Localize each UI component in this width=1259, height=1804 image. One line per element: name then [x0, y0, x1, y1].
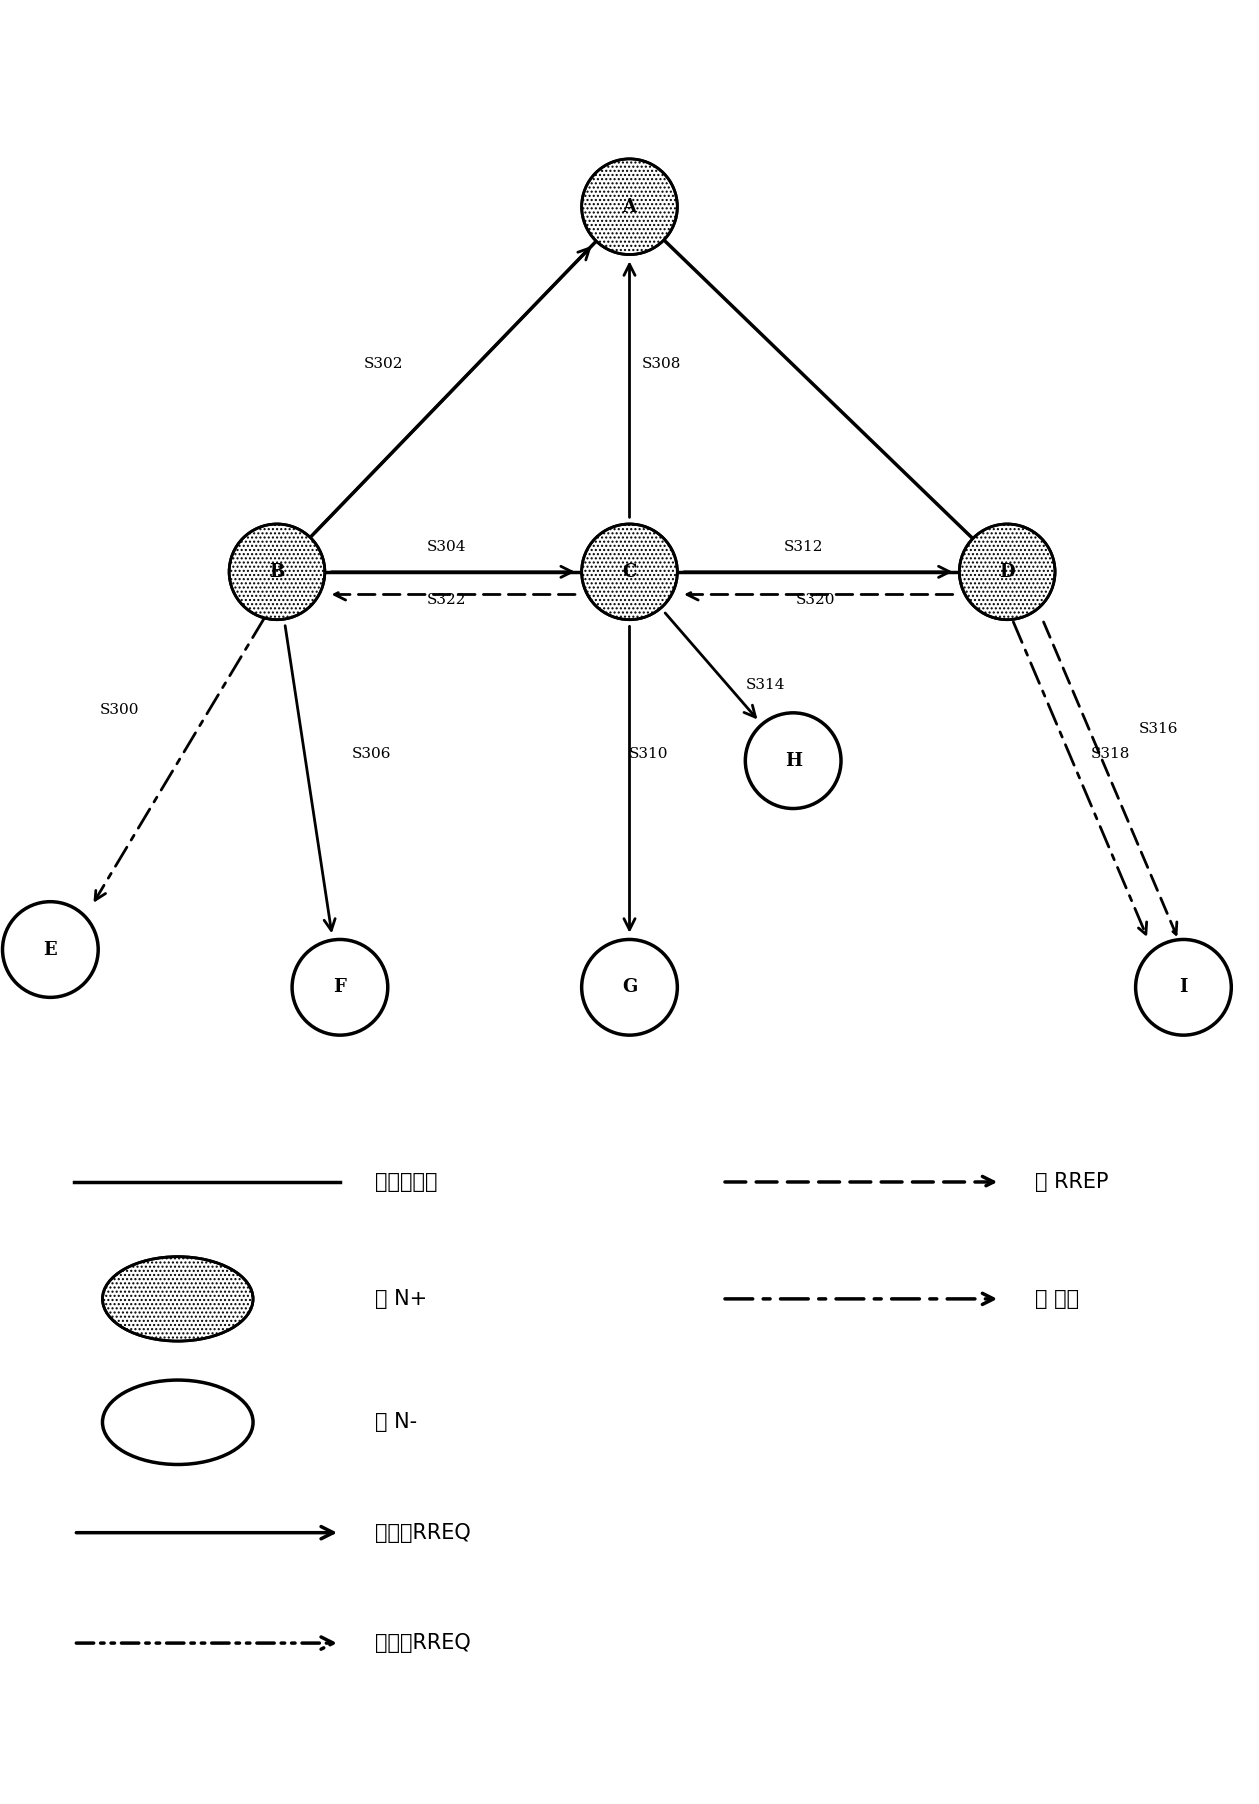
Text: ： 数据: ： 数据: [1035, 1288, 1079, 1310]
Circle shape: [3, 902, 98, 998]
Text: S320: S320: [796, 592, 836, 606]
Circle shape: [582, 523, 677, 619]
Text: S310: S310: [628, 747, 669, 761]
Text: ： RREP: ： RREP: [1035, 1173, 1108, 1192]
Text: H: H: [784, 752, 802, 770]
Text: S312: S312: [783, 539, 823, 554]
Circle shape: [582, 940, 677, 1035]
Text: A: A: [622, 198, 637, 216]
Text: S300: S300: [99, 704, 140, 718]
Text: ：单播RREQ: ：单播RREQ: [375, 1633, 471, 1652]
Text: ： N-: ： N-: [375, 1413, 417, 1432]
Text: S318: S318: [1090, 747, 1131, 761]
Text: S314: S314: [745, 678, 786, 693]
Circle shape: [102, 1257, 253, 1340]
Text: G: G: [622, 978, 637, 996]
Text: C: C: [622, 563, 637, 581]
Text: S316: S316: [1138, 722, 1178, 736]
Circle shape: [292, 940, 388, 1035]
Circle shape: [229, 523, 325, 619]
Text: S308: S308: [641, 357, 681, 372]
Text: ：广播RREQ: ：广播RREQ: [375, 1523, 471, 1542]
Circle shape: [745, 713, 841, 808]
Text: ：树状路由: ：树状路由: [375, 1173, 437, 1192]
Circle shape: [582, 159, 677, 254]
Circle shape: [959, 523, 1055, 619]
Text: S322: S322: [427, 592, 467, 606]
Text: E: E: [44, 940, 57, 958]
Text: B: B: [269, 563, 285, 581]
Circle shape: [102, 1380, 253, 1465]
Text: D: D: [1000, 563, 1015, 581]
Text: S306: S306: [351, 747, 392, 761]
Text: F: F: [334, 978, 346, 996]
Text: ： N+: ： N+: [375, 1288, 427, 1310]
Text: S304: S304: [427, 539, 467, 554]
Text: I: I: [1180, 978, 1187, 996]
Text: S302: S302: [364, 357, 404, 372]
Circle shape: [1136, 940, 1231, 1035]
